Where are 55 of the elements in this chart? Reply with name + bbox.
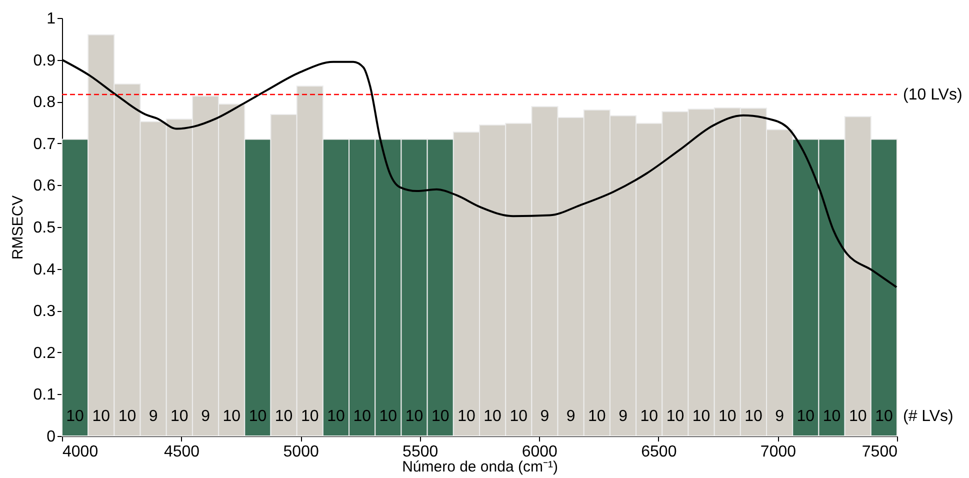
y-tick-label: 0.4 [33, 261, 56, 278]
x-tick-label: 4500 [164, 444, 200, 460]
annotation: 10 [718, 408, 736, 425]
x-tick-label: 5000 [283, 444, 319, 460]
annotation: 10 [588, 408, 606, 425]
x-axis-title: Número de onda (cm⁻¹) [402, 458, 558, 476]
annotation: 9 [540, 408, 550, 425]
annotation: 9 [566, 408, 576, 425]
text: (# LVs) [903, 408, 954, 425]
annotation: 10 [510, 408, 528, 425]
y-tick-label: 0.6 [33, 178, 56, 195]
annotation: 10 [222, 408, 241, 425]
annotation: 10 [875, 408, 893, 425]
annotation: 9 [618, 408, 628, 425]
annotation: 10 [484, 408, 502, 425]
y-tick-label: 0.5 [33, 220, 56, 236]
x-tick-label: 7000 [760, 444, 796, 460]
annotation: 10 [848, 408, 867, 425]
annotation: 9 [775, 408, 784, 425]
y-tick-label: 0.1 [33, 386, 56, 404]
annotation: 10 [274, 408, 293, 425]
x-tick-label: 6500 [641, 444, 677, 460]
y-tick-label: 0.7 [33, 136, 56, 153]
y-tick-label: 0.2 [33, 344, 56, 362]
annotation: 10 [66, 408, 84, 425]
x-tick-label: 4000 [62, 444, 98, 460]
annotation: 10 [300, 408, 319, 425]
annotation: 10 [458, 408, 476, 425]
annotation: 10 [379, 408, 398, 425]
x-tick-label: 7500 [862, 444, 898, 460]
y-tick-label: 0.3 [33, 303, 56, 320]
annotation: 10 [666, 408, 684, 425]
annotation: 10 [353, 408, 372, 425]
annotation: 10 [744, 408, 762, 425]
annotation: 9 [148, 408, 158, 425]
y-axis-title: RMSECV [9, 195, 26, 260]
x-tick-label: 6000 [522, 444, 558, 460]
annotation: 10 [431, 408, 450, 425]
ref-line-label: (10 LVs) [903, 86, 962, 104]
annotation: 10 [248, 408, 267, 425]
annotation: 10 [118, 408, 136, 425]
annotation: 10 [822, 408, 841, 425]
y-tick-label: 0 [46, 428, 56, 446]
annotation: 10 [692, 408, 710, 425]
annotation: 10 [170, 408, 188, 425]
y-tick-label: 0.8 [33, 94, 56, 112]
y-tick-label: 0.9 [33, 52, 56, 70]
annotation: 10 [405, 408, 424, 425]
annotation: 10 [640, 408, 658, 425]
annotation: 10 [92, 408, 110, 425]
y-tick-label: 1 [46, 10, 56, 28]
annotation: 9 [201, 408, 210, 425]
annotation: 10 [796, 408, 815, 425]
annotation: 10 [327, 408, 345, 425]
x-tick-label: 5500 [402, 444, 438, 460]
